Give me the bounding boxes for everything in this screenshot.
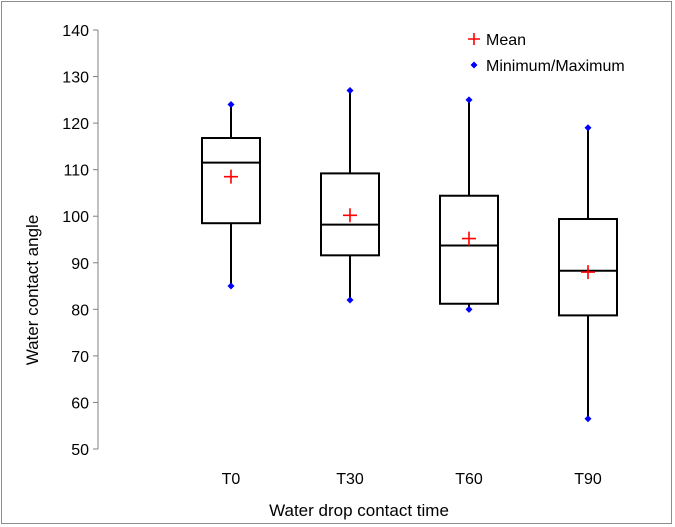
legend-plus-icon: [468, 33, 480, 45]
mean-marker: [343, 208, 357, 223]
box-iqr: [558, 218, 618, 317]
box-iqr: [201, 137, 261, 225]
x-axis: T0 T30 T60 T90: [222, 471, 602, 488]
box-iqr: [439, 194, 499, 305]
x-tick-label: T30: [336, 471, 364, 488]
x-tick-label: T0: [222, 471, 241, 488]
min-marker: [227, 282, 235, 290]
y-tick-label: 110: [63, 163, 89, 180]
box-series: [201, 87, 618, 423]
max-marker: [346, 87, 354, 95]
y-tick-label: 130: [62, 70, 89, 87]
y-tick-label: 100: [62, 209, 89, 226]
x-tick-label: T60: [455, 471, 483, 488]
y-tick-label: 120: [62, 116, 89, 133]
x-tick-label: T90: [574, 471, 602, 488]
max-marker: [584, 124, 592, 132]
y-tick-label: 60: [71, 395, 89, 412]
legend: Mean Minimum/Maximum: [468, 32, 625, 75]
max-marker: [227, 100, 235, 108]
legend-label: Mean: [486, 32, 526, 49]
min-marker: [465, 305, 473, 313]
box-t30: [320, 87, 380, 304]
y-tick-label: 140: [62, 23, 89, 40]
x-axis-title: Water drop contact time: [269, 501, 449, 520]
min-marker: [346, 296, 354, 304]
y-axis-title: Water contact angle: [23, 215, 42, 366]
mean-marker: [462, 231, 476, 246]
legend-label: Minimum/Maximum: [486, 58, 625, 75]
legend-diamond-icon: [470, 61, 478, 69]
box-t90: [558, 124, 618, 423]
max-marker: [465, 96, 473, 104]
box-t0: [201, 100, 261, 290]
box-iqr: [320, 172, 380, 257]
legend-item-mean: Mean: [468, 32, 526, 49]
legend-item-min-max: Minimum/Maximum: [470, 58, 625, 75]
y-tick-label: 90: [71, 256, 89, 273]
y-tick-label: 70: [71, 349, 89, 366]
y-tick-label: 80: [71, 302, 89, 319]
min-marker: [584, 415, 592, 423]
y-axis: 50 60 70 80 90 100 110 120 130 140: [62, 23, 99, 459]
mean-marker: [224, 169, 238, 184]
mean-marker: [581, 265, 595, 280]
y-tick-label: 50: [71, 442, 89, 459]
box-t60: [439, 96, 499, 313]
